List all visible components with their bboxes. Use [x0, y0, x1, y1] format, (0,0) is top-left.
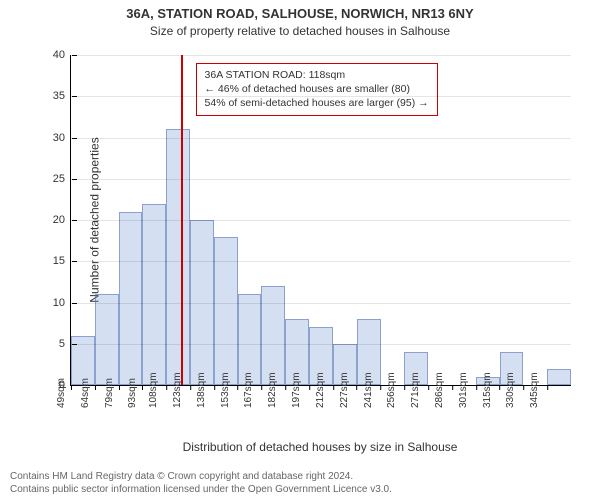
- footer-attribution: Contains HM Land Registry data © Crown c…: [10, 470, 392, 496]
- y-tick: 35: [53, 90, 71, 102]
- x-axis-label: Distribution of detached houses by size …: [70, 440, 570, 454]
- histogram-bar: [142, 204, 166, 386]
- histogram-bar: [119, 212, 143, 385]
- histogram-bar: [547, 369, 571, 386]
- y-tick: 10: [53, 297, 71, 309]
- annotation-box: 36A STATION ROAD: 118sqm ← 46% of detach…: [196, 63, 438, 116]
- x-tick: 345sqm: [529, 385, 565, 401]
- y-tick: 40: [53, 49, 71, 61]
- annotation-line: 54% of semi-detached houses are larger (…: [205, 96, 429, 110]
- y-tick: 5: [59, 338, 71, 350]
- chart-main-title: 36A, STATION ROAD, SALHOUSE, NORWICH, NR…: [0, 6, 600, 21]
- histogram-bar: [95, 294, 119, 385]
- annotation-line: 36A STATION ROAD: 118sqm: [205, 68, 429, 82]
- histogram-bar: [238, 294, 262, 385]
- y-tick: 20: [53, 214, 71, 226]
- histogram-plot: 36A STATION ROAD: 118sqm ← 46% of detach…: [70, 55, 571, 386]
- chart-sub-title: Size of property relative to detached ho…: [0, 24, 600, 38]
- histogram-bar: [261, 286, 285, 385]
- y-tick: 25: [53, 173, 71, 185]
- y-tick: 30: [53, 132, 71, 144]
- histogram-bar: [166, 129, 190, 385]
- y-tick: 15: [53, 255, 71, 267]
- annotation-line: ← 46% of detached houses are smaller (80…: [205, 82, 429, 96]
- histogram-bar: [214, 237, 238, 386]
